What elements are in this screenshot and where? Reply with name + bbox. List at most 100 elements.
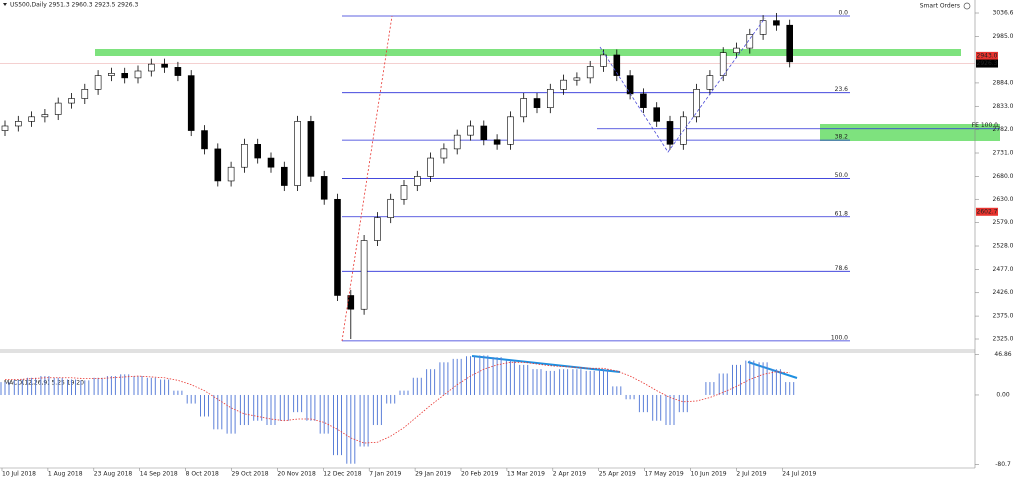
- candle-body: [148, 63, 155, 72]
- price-badge: [976, 207, 998, 216]
- candle-body: [640, 93, 647, 108]
- price-badge: [976, 51, 998, 60]
- candle-body: [480, 125, 488, 141]
- plot: [0, 13, 1000, 342]
- y-tick-label: 2833.0: [993, 103, 1014, 110]
- smart-orders-icon[interactable]: [963, 2, 971, 10]
- candle-body: [81, 89, 89, 99]
- candle-body: [68, 98, 75, 104]
- price-badge: [976, 59, 998, 68]
- candle-body: [360, 240, 368, 310]
- x-tick-label: 20 Feb 2019: [461, 471, 499, 478]
- smart-orders[interactable]: Smart Orders: [920, 3, 960, 10]
- candle-body: [666, 121, 674, 145]
- x-tick-label: 2 Jul 2019: [736, 471, 766, 478]
- candle-body: [786, 24, 794, 63]
- candle-body: [267, 157, 275, 168]
- candle-body: [227, 166, 235, 182]
- candle-body: [334, 198, 341, 296]
- candle-body: [161, 63, 168, 68]
- x-tick-label: 7 Jan 2019: [369, 471, 401, 478]
- candle-body: [653, 107, 661, 122]
- x-tick-label: 23 Aug 2018: [94, 471, 133, 478]
- candle-body: [387, 198, 395, 218]
- menu-triangle[interactable]: [3, 3, 7, 6]
- candle-body: [706, 75, 714, 90]
- x-tick-label: 13 Mar 2019: [507, 471, 545, 478]
- fib-trend-line: [341, 15, 393, 342]
- x-tick-label: 12 Dec 2018: [323, 471, 362, 478]
- candle-body: [187, 75, 195, 131]
- x-tick-label: 10 Jul 2018: [2, 471, 36, 478]
- x-tick-label: 8 Oct 2018: [186, 471, 219, 478]
- candle-body: [15, 121, 22, 127]
- candle-body: [427, 157, 434, 177]
- price-badge-label: 2943.0: [977, 52, 998, 59]
- fib-label: 61.8: [835, 210, 849, 217]
- y-tick-label: 2884.0: [993, 79, 1014, 86]
- fib-label: 50.0: [835, 172, 849, 179]
- y-tick-label: 2325.0: [993, 336, 1014, 343]
- fib-label: 0.0: [838, 10, 848, 17]
- candle-body: [600, 54, 607, 67]
- fib-label: 78.6: [835, 265, 849, 272]
- candle-body: [626, 75, 634, 95]
- candle-body: [294, 121, 301, 186]
- x-tick-label: 29 Oct 2018: [232, 471, 269, 478]
- candle-body: [254, 144, 261, 159]
- x-tick-label: 14 Sep 2018: [140, 471, 178, 478]
- macd-y-tick-label: 46.86: [994, 351, 1011, 358]
- y-tick-label: 2375.0: [993, 313, 1014, 320]
- candle-body: [174, 67, 182, 76]
- fib-label: 23.6: [835, 86, 849, 93]
- candle-body: [347, 295, 355, 310]
- x-tick-label: 25 Apr 2019: [599, 471, 636, 478]
- y-tick-label: 2528.0: [993, 243, 1014, 250]
- candle-body: [374, 217, 381, 241]
- candle-body: [201, 130, 208, 150]
- candle-body: [773, 20, 780, 26]
- candle-body: [733, 47, 740, 53]
- candle-body: [693, 89, 700, 118]
- y-tick-label: 2985.0: [993, 33, 1014, 40]
- candle-body: [507, 116, 514, 145]
- candle-body: [1, 125, 9, 131]
- candle-body: [94, 75, 102, 90]
- x-tick-label: 29 Jan 2019: [415, 471, 451, 478]
- y-tick-label: 2731.0: [993, 150, 1014, 157]
- candle-body: [307, 121, 315, 177]
- y-tick-label: 2630.0: [993, 196, 1014, 203]
- candle-body: [320, 176, 328, 200]
- y-tick-label: 3036.6: [993, 10, 1014, 17]
- candle-body: [400, 185, 408, 200]
- candle-body: [453, 134, 461, 150]
- fib-label: 38.2: [835, 134, 849, 141]
- chart-title: US500,Daily 2951.3 2960.3 2923.5 2926.3: [10, 2, 139, 9]
- zones: [95, 49, 1000, 141]
- y-tick-label: 2579.0: [993, 219, 1014, 226]
- fib-label: 100.0: [831, 334, 848, 341]
- x-tick-label: 17 May 2019: [645, 471, 684, 478]
- x-tick-label: 10 Jun 2019: [691, 471, 727, 478]
- projection-line: [599, 17, 766, 153]
- candle-body: [546, 89, 554, 108]
- candle-body: [719, 52, 727, 76]
- candle-body: [54, 102, 62, 115]
- candle-body: [493, 139, 501, 145]
- candle-body: [121, 72, 128, 79]
- y-tick-label: 2782.0: [993, 126, 1014, 133]
- candle-body: [586, 66, 594, 79]
- price-badge-label: 2602.7: [977, 208, 998, 215]
- x-tick-label: 24 Jul 2019: [782, 471, 816, 478]
- resistance-zone: [95, 49, 961, 56]
- candle-body: [280, 166, 288, 186]
- candle-body: [520, 98, 528, 118]
- candle-body: [108, 72, 115, 76]
- candle-body: [41, 114, 49, 118]
- candle-body: [134, 70, 142, 79]
- macd-y-tick-label: 0.00: [996, 391, 1010, 398]
- candle-body: [560, 79, 567, 90]
- candle-body: [759, 20, 767, 35]
